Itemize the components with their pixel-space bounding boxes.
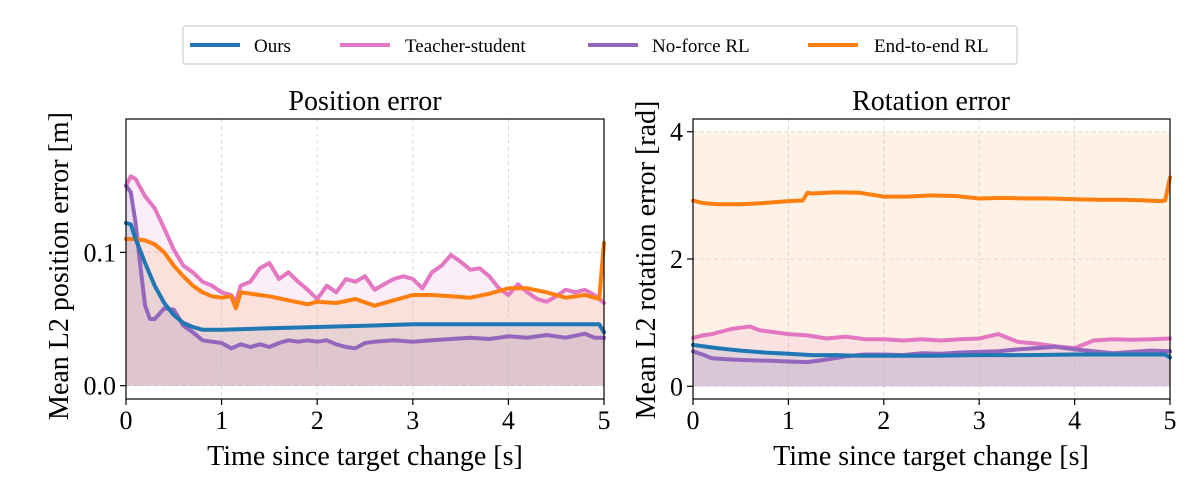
position-error-line-no-force-rl <box>124 183 606 351</box>
legend-label-end-to-end-rl: End-to-end RL <box>874 36 989 57</box>
position-error-x-tick-label-0: 0 <box>120 406 133 435</box>
rotation-error-line-end-to-end-rl <box>691 175 1172 207</box>
rotation-error-y-axis-label: Mean L2 rotation error [rad] <box>631 101 662 420</box>
rotation-error-ticks: 0 1 2 3 4 5 0 2 4 <box>670 118 1177 435</box>
rotation-error-x-tick-label-3: 3 <box>973 406 986 435</box>
position-error-y-axis-label: Mean L2 position error [m] <box>44 112 75 420</box>
position-error-band-end-to-end-rl <box>126 239 604 386</box>
position-error-x-tick-label-3: 3 <box>406 406 419 435</box>
rotation-error-line-ours <box>691 342 1172 360</box>
position-error-line-ours <box>124 221 606 335</box>
rotation-error-series <box>691 175 1172 365</box>
rotation-error-x-tick-label-1: 1 <box>782 406 795 435</box>
rotation-error-y-tick-label-0: 0 <box>670 372 683 401</box>
position-error-series <box>124 174 606 351</box>
rotation-error-x-axis-label: Time since target change [s] <box>773 441 1089 472</box>
position-error-band-teacher-student <box>126 176 604 386</box>
position-error-panel: Position error 0 1 2 3 4 5 0.0 0.1 Time since t… <box>44 86 611 472</box>
position-error-x-tick-label-2: 2 <box>311 406 324 435</box>
rotation-error-x-tick-label-4: 4 <box>1068 406 1081 435</box>
position-error-x-tick-label-4: 4 <box>502 406 515 435</box>
rotation-error-y-tick-label-2: 4 <box>670 118 683 147</box>
position-error-y-tick-label-0: 0.0 <box>84 372 117 401</box>
position-error-line-end-to-end-rl <box>124 237 606 311</box>
rotation-error-title: Rotation error <box>852 86 1011 117</box>
position-error-axes-frame <box>125 118 605 400</box>
rotation-error-x-tick-label-0: 0 <box>687 406 700 435</box>
legend-label-no-force-rl: No-force RL <box>652 36 750 57</box>
position-error-band-no-force-rl <box>126 185 604 386</box>
position-error-x-tick-label-5: 5 <box>598 406 611 435</box>
position-error-ticks: 0 1 2 3 4 5 0.0 0.1 <box>84 238 611 435</box>
position-error-x-tick-label-1: 1 <box>215 406 228 435</box>
position-error-x-axis-label: Time since target change [s] <box>207 441 523 472</box>
position-error-bands <box>126 176 604 386</box>
position-error-y-tick-label-1: 0.1 <box>84 238 117 267</box>
rotation-error-x-tick-label-5: 5 <box>1164 406 1177 435</box>
rotation-error-panel: Rotation error 0 1 2 3 4 5 0 2 4 Time since targ… <box>631 86 1177 472</box>
position-error-title: Position error <box>288 86 442 117</box>
rotation-error-y-tick-label-1: 2 <box>670 245 683 274</box>
position-error-grid <box>126 119 604 399</box>
legend-label-teacher-student: Teacher-student <box>405 36 526 57</box>
legend-label-ours: Ours <box>254 36 291 57</box>
legend: Ours Teacher-student No-force RL End-to-… <box>182 25 1018 65</box>
rotation-error-x-tick-label-2: 2 <box>877 406 890 435</box>
